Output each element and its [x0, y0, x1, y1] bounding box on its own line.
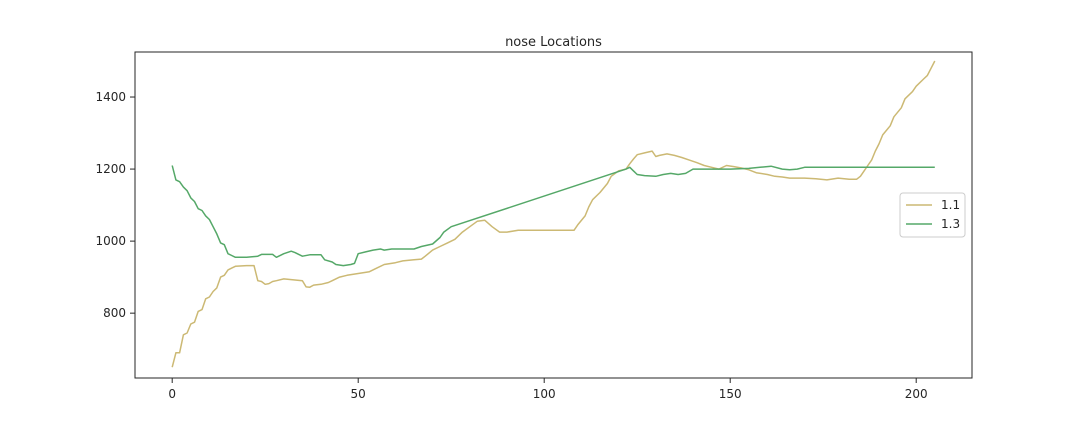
x-tick-label: 0	[168, 387, 176, 401]
y-tick-label: 800	[103, 306, 126, 320]
y-axis: 800 1000 1200 1400	[95, 90, 135, 320]
x-tick-label: 100	[533, 387, 556, 401]
y-tick-label: 1400	[95, 90, 126, 104]
series-layer	[171, 60, 936, 368]
series-line-1.1	[171, 60, 936, 368]
legend-label-1.1: 1.1	[941, 198, 960, 212]
y-tick-label: 1000	[95, 234, 126, 248]
x-axis: 0 50 100 150 200	[168, 378, 928, 401]
legend-box	[899, 192, 966, 238]
plot-frame	[134, 51, 973, 379]
x-tick-label: 150	[719, 387, 742, 401]
chart-title: nose Locations	[505, 35, 602, 50]
y-tick-label: 1200	[95, 162, 126, 176]
legend: 1.11.3	[899, 192, 966, 238]
series-line-1.3	[171, 165, 935, 267]
x-tick-label: 200	[905, 387, 928, 401]
x-tick-label: 50	[351, 387, 366, 401]
legend-label-1.3: 1.3	[941, 217, 960, 231]
